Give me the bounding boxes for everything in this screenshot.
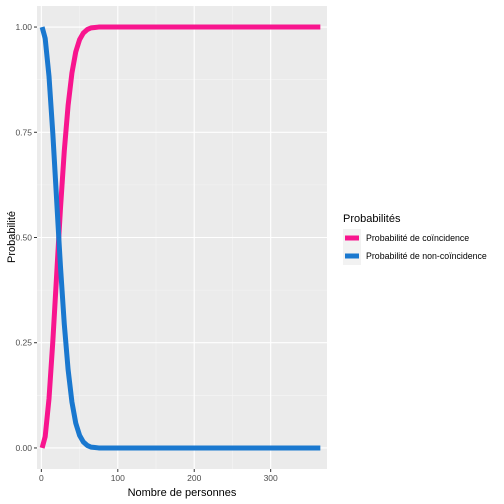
series-layer (39, 24, 321, 451)
legend-title: Probabilités (343, 213, 401, 225)
y-axis: 0.00 0.25 0.50 0.75 1.00 (15, 22, 37, 453)
x-tick-label: 200 (187, 473, 201, 483)
x-tick-label: 100 (111, 473, 125, 483)
y-tick-label: 0.25 (15, 338, 32, 348)
x-tick-label: 300 (264, 473, 278, 483)
series-line (39, 26, 321, 451)
x-tick-label: 0 (39, 473, 44, 483)
legend: Probabilités Probabilité de coïncidenceP… (343, 213, 487, 265)
legend-label: Probabilité de non-coïncidence (366, 251, 487, 261)
x-axis: 0 100 200 300 (39, 469, 278, 483)
y-tick-label: 0.75 (15, 127, 32, 137)
y-axis-title: Probabilité (6, 211, 18, 263)
y-tick-label: 0.00 (15, 443, 32, 453)
legend-label: Probabilité de coïncidence (366, 233, 469, 243)
x-axis-title: Nombre de personnes (128, 487, 237, 499)
series-line (39, 24, 321, 449)
legend-items: Probabilité de coïncidence Probabilité de… (343, 229, 487, 265)
y-tick-label: 1.00 (15, 22, 32, 32)
y-tick-label: 0.50 (15, 233, 32, 243)
grid-major (37, 6, 327, 469)
